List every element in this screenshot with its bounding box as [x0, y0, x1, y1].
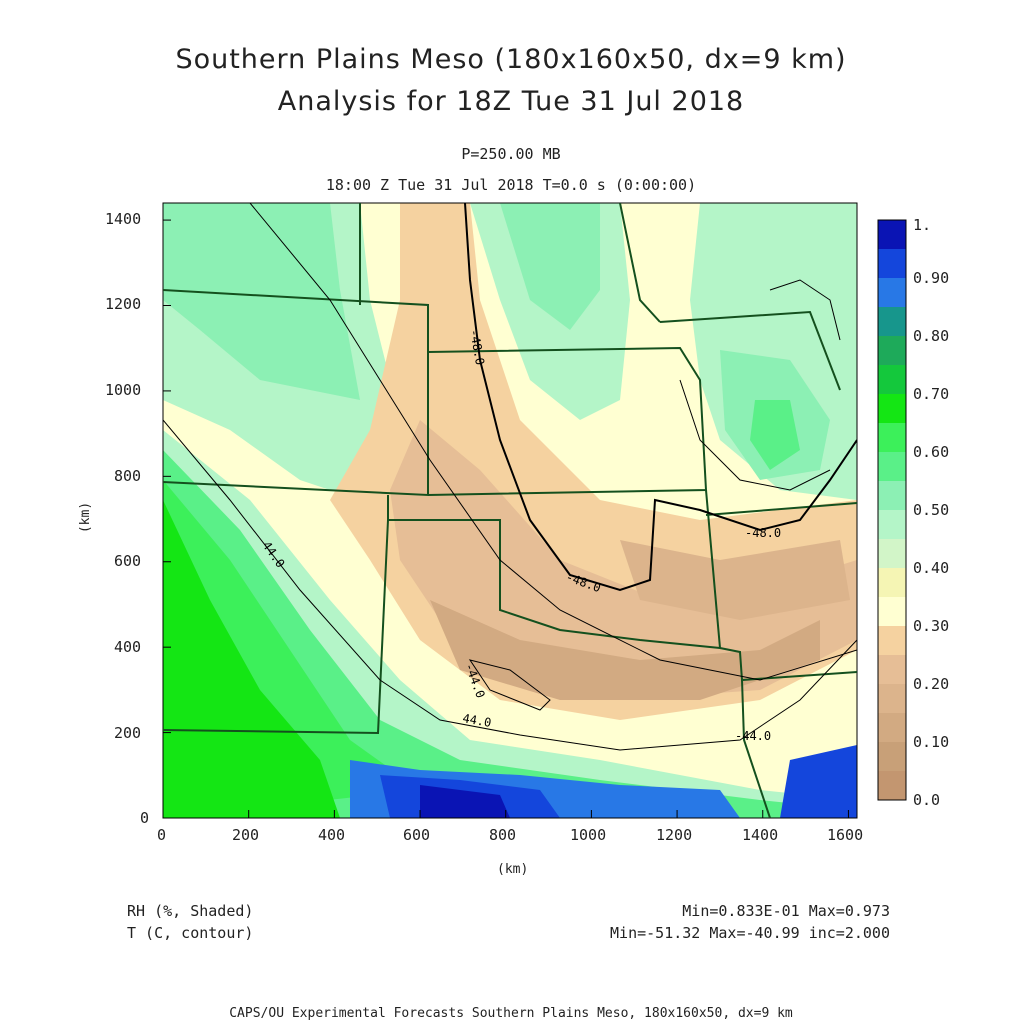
colorbar-swatch	[878, 278, 906, 308]
title-line-2: Analysis for 18Z Tue 31 Jul 2018	[277, 86, 745, 117]
valid-time: 18:00 Z Tue 31 Jul 2018 T=0.0 s (0:00:00…	[325, 176, 697, 194]
colorbar-swatch	[878, 539, 906, 569]
colorbar-swatch	[878, 423, 906, 453]
colorbar-label: 0.0	[913, 791, 941, 809]
pressure-level: P=250.00 MB	[461, 145, 561, 163]
colorbar-swatch	[878, 684, 906, 714]
y-tick-label: 1200	[105, 295, 142, 313]
colorbar-label: 0.30	[913, 617, 950, 635]
x-axis-unit: (km)	[497, 862, 529, 877]
colorbar-label: 0.20	[913, 675, 950, 693]
field-contour-label: T (C, contour)	[127, 924, 254, 942]
y-tick-label: 1400	[105, 210, 142, 228]
x-tick-label: 600	[403, 826, 431, 844]
y-tick-label: 0	[140, 809, 150, 827]
y-tick-label: 600	[114, 552, 142, 570]
state-boundaries	[163, 203, 857, 818]
colorbar-swatch	[878, 452, 906, 482]
contour-stats: Min=-51.32 Max=-40.99 inc=2.000	[610, 924, 890, 942]
rh-shading	[163, 203, 857, 818]
x-tick-label: 0	[157, 826, 167, 844]
colorbar-swatch	[878, 394, 906, 424]
contour-label: -44.0	[735, 729, 771, 743]
colorbar-swatch	[878, 771, 906, 801]
x-tick-label: 1200	[656, 826, 693, 844]
x-tick-label: 200	[232, 826, 260, 844]
colorbar	[877, 219, 907, 801]
colorbar-label: 0.80	[913, 327, 950, 345]
colorbar-label: 0.50	[913, 501, 950, 519]
colorbar-label: 1.	[913, 216, 932, 234]
y-tick-label: 200	[114, 724, 142, 742]
y-tick-label: 800	[114, 467, 142, 485]
plot-frame	[162, 202, 858, 819]
colorbar-swatch	[878, 336, 906, 366]
axis-ticks	[162, 219, 849, 819]
colorbar-swatch	[878, 249, 906, 279]
colorbar-label: 0.40	[913, 559, 950, 577]
x-tick-label: 400	[318, 826, 346, 844]
colorbar-swatch	[878, 510, 906, 540]
credit-line: CAPS/OU Experimental Forecasts Southern …	[229, 1006, 793, 1021]
colorbar-swatch	[878, 742, 906, 772]
colorbar-swatch	[878, 655, 906, 685]
colorbar-swatch	[878, 597, 906, 627]
colorbar-swatch	[878, 307, 906, 337]
colorbar-swatch	[878, 713, 906, 743]
temperature-contours	[163, 203, 857, 751]
colorbar-label: 0.10	[913, 733, 950, 751]
colorbar-label: 0.70	[913, 385, 950, 403]
colorbar-label: 0.90	[913, 269, 950, 287]
y-axis-unit: (km)	[78, 501, 94, 534]
colorbar-swatch	[878, 626, 906, 656]
colorbar-label: 0.60	[913, 443, 950, 461]
x-tick-label: 1600	[827, 826, 864, 844]
y-tick-label: 400	[114, 638, 142, 656]
colorbar-swatch	[878, 220, 906, 250]
shaded-stats: Min=0.833E-01 Max=0.973	[682, 902, 890, 920]
x-tick-label: 1400	[742, 826, 779, 844]
colorbar-frame	[877, 219, 907, 801]
x-tick-label: 800	[489, 826, 517, 844]
title-line-1: Southern Plains Meso (180x160x50, dx=9 k…	[175, 44, 847, 75]
colorbar-swatch	[878, 568, 906, 598]
contour-label: -48.0	[467, 328, 487, 366]
field-shaded-label: RH (%, Shaded)	[127, 902, 254, 920]
contour-label: 44.0	[461, 711, 492, 730]
y-tick-label: 1000	[105, 381, 142, 399]
contour-label: -48.0	[745, 526, 781, 540]
x-tick-label: 1000	[570, 826, 607, 844]
colorbar-swatch	[878, 481, 906, 511]
colorbar-swatch	[878, 365, 906, 395]
